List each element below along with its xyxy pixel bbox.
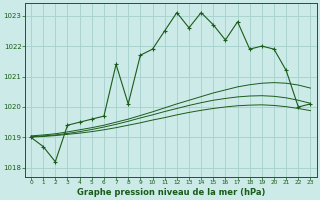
X-axis label: Graphe pression niveau de la mer (hPa): Graphe pression niveau de la mer (hPa) (76, 188, 265, 197)
